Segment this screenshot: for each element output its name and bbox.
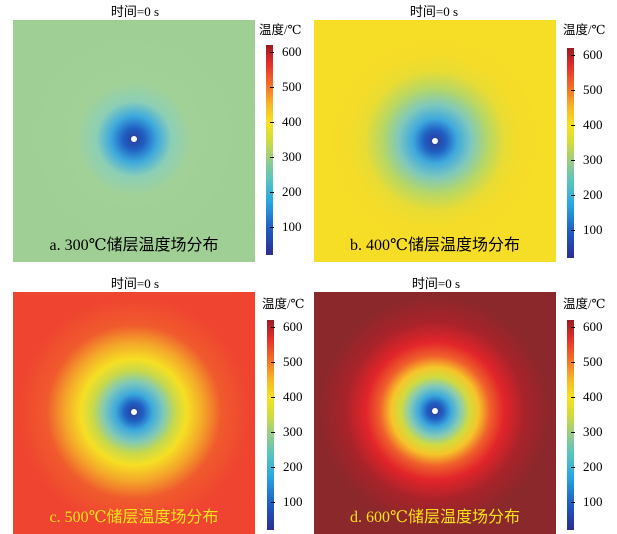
- panel-b-borehole: [432, 138, 438, 144]
- panel-b-caption: b. 400℃储层温度场分布: [350, 237, 520, 254]
- panel-d-colorbar-title: 温度/℃: [563, 297, 606, 311]
- panel-c-tick-400: 400: [271, 389, 303, 404]
- panel-a-colorbar-title: 温度/℃: [259, 23, 302, 37]
- panel-a-colorbar-ticks: 600 500 400 300 200 100: [270, 44, 322, 255]
- panel-a-colorbar: [266, 45, 273, 255]
- panel-d-caption: d. 600℃储层温度场分布: [350, 509, 520, 526]
- panel-b-tick-600: 600: [571, 47, 603, 62]
- panel-c-colorbar-title: 温度/℃: [262, 297, 305, 311]
- panel-c-caption: c. 500℃储层温度场分布: [49, 509, 219, 526]
- panel-c-heatmap: [13, 292, 255, 534]
- panel-b-tick-500: 500: [571, 82, 603, 97]
- panel-d-temperature-field: d. 600℃储层温度场分布: [314, 292, 556, 534]
- panel-a-tick-400: 400: [270, 114, 302, 129]
- panel-d-colorbar-ticks: 600 500 400 300 200 100: [571, 319, 617, 530]
- panel-c-tick-100: 100: [271, 494, 303, 509]
- panel-a-caption: a. 300℃储层温度场分布: [49, 237, 219, 254]
- panel-c-colorbar-ticks: 600 500 400 300 200 100: [271, 319, 323, 530]
- panel-a-tick-600: 600: [270, 44, 302, 59]
- panel-d-colorbar: [567, 320, 574, 530]
- panel-d-tick-400: 400: [571, 389, 603, 404]
- panel-c-tick-600: 600: [271, 319, 303, 334]
- panel-a-temperature-field: a. 300℃储层温度场分布: [13, 20, 255, 262]
- panel-d-tick-300: 300: [571, 424, 603, 439]
- panel-d-tick-100: 100: [571, 494, 603, 509]
- panel-d-borehole: [432, 408, 438, 414]
- panel-d-title: 时间=0 s: [411, 276, 461, 291]
- panel-c-borehole: [131, 409, 137, 415]
- panel-a-heatmap: [13, 20, 255, 262]
- panel-b-tick-400: 400: [571, 117, 603, 132]
- panel-a-title: 时间=0 s: [110, 4, 160, 19]
- panel-a-borehole: [131, 136, 137, 142]
- panel-b-temperature-field: b. 400℃储层温度场分布: [314, 20, 556, 262]
- panel-a-tick-100: 100: [270, 219, 302, 234]
- panel-a-tick-500: 500: [270, 79, 302, 94]
- panel-c-colorbar: [267, 320, 274, 530]
- panel-b-title: 时间=0 s: [409, 4, 459, 19]
- panel-b-tick-200: 200: [571, 187, 603, 202]
- panel-c-temperature-field: c. 500℃储层温度场分布: [13, 292, 255, 534]
- panel-c-tick-200: 200: [271, 459, 303, 474]
- panel-a-tick-200: 200: [270, 184, 302, 199]
- panel-c-tick-500: 500: [271, 354, 303, 369]
- panel-b-tick-100: 100: [571, 222, 603, 237]
- panel-b-colorbar: [567, 48, 574, 258]
- panel-b-tick-300: 300: [571, 152, 603, 167]
- panel-d-tick-600: 600: [571, 319, 603, 334]
- panel-b-colorbar-title: 温度/℃: [563, 23, 606, 37]
- panel-b-heatmap: [314, 20, 556, 262]
- panel-c-title: 时间=0 s: [110, 276, 160, 291]
- panel-d-heatmap: [314, 292, 556, 534]
- panel-a-tick-300: 300: [270, 149, 302, 164]
- panel-d-tick-200: 200: [571, 459, 603, 474]
- panel-b-colorbar-ticks: 600 500 400 300 200 100: [571, 47, 617, 258]
- panel-d-tick-500: 500: [571, 354, 603, 369]
- panel-c-tick-300: 300: [271, 424, 303, 439]
